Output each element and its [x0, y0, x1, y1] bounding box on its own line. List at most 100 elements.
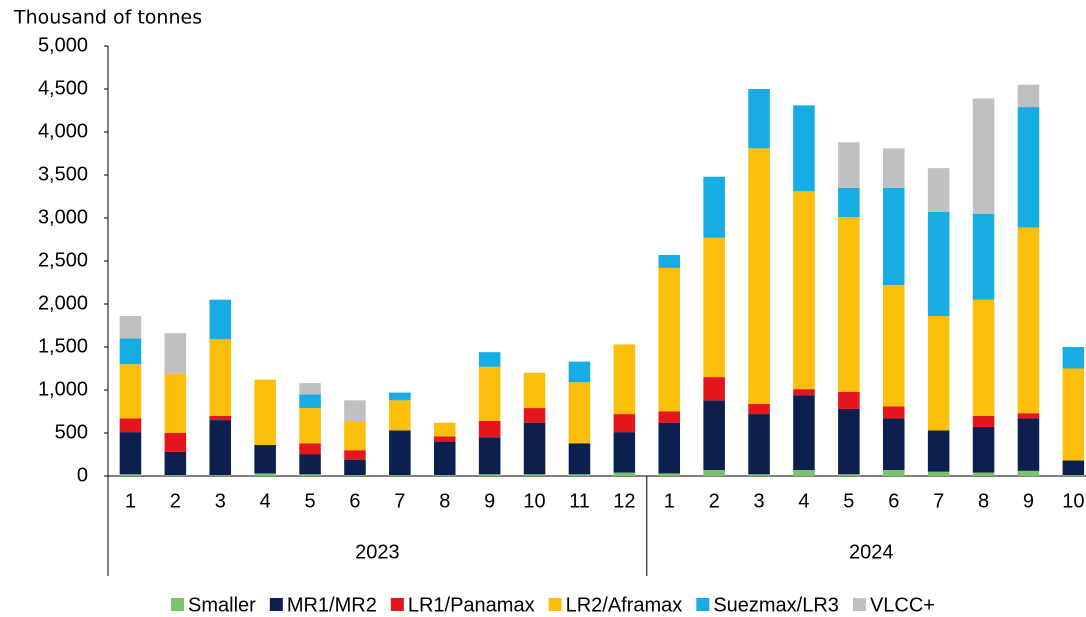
x-tick-label: 3	[753, 490, 764, 512]
bar-segment	[164, 373, 187, 433]
bar-segment	[838, 217, 860, 392]
bar-segment	[882, 148, 905, 188]
bar-segment	[299, 454, 321, 475]
legend-swatch	[852, 598, 866, 611]
x-tick-label: 12	[613, 490, 635, 512]
bar-segment	[299, 408, 321, 444]
bar-segment	[209, 299, 232, 340]
bar-segment	[972, 415, 995, 427]
bar-segment	[164, 333, 187, 374]
legend-swatch	[696, 598, 710, 611]
x-tick-label: 5	[843, 490, 854, 512]
y-tick-label: 500	[55, 421, 88, 443]
bar-segment	[344, 459, 366, 476]
legend-swatch	[269, 598, 283, 611]
bar-segment	[164, 475, 187, 476]
x-tick-label: 6	[349, 490, 360, 512]
bar-segment	[433, 441, 456, 476]
legend-label: LR2/Aframax	[566, 594, 683, 616]
bar-segment	[748, 148, 770, 404]
bar-segment	[478, 366, 501, 421]
bar-segment	[972, 213, 995, 300]
bar-segment	[748, 414, 770, 475]
y-tick-label: 2,500	[38, 249, 88, 271]
bar-segment	[613, 432, 636, 473]
bar-segment	[703, 237, 725, 378]
bar-segment	[478, 420, 501, 438]
x-tick-label: 4	[798, 490, 809, 512]
bar-segment	[972, 299, 995, 416]
bar-segment	[433, 436, 456, 442]
x-tick-label: 9	[1023, 490, 1034, 512]
bar-segment	[209, 415, 232, 421]
bar-segment	[1062, 368, 1085, 461]
bar-segment	[793, 105, 815, 192]
y-tick-label: 0	[77, 464, 88, 486]
x-tick-label: 3	[215, 490, 226, 512]
bar-segment	[927, 316, 950, 431]
bar-segment	[838, 408, 860, 475]
bar-segment	[523, 408, 546, 423]
bar-segment	[119, 338, 142, 365]
y-axis-label: Thousand of tonnes	[13, 7, 202, 29]
bar-segment	[1062, 475, 1085, 476]
x-tick-label: 1	[125, 490, 136, 512]
x-tick-label: 1	[664, 490, 675, 512]
x-tick-label: 10	[1062, 490, 1084, 512]
bar-segment	[838, 142, 860, 188]
x-tick-label: 4	[260, 490, 271, 512]
bar-segment	[703, 377, 725, 401]
bar-segment	[838, 391, 860, 409]
bar-segment	[254, 473, 276, 476]
bar-segment	[793, 469, 815, 476]
bar-segment	[389, 430, 411, 476]
x-tick-label: 2	[170, 490, 181, 512]
y-tick-label: 4,000	[38, 120, 88, 142]
bar-segment	[209, 339, 232, 416]
bar-segment	[1017, 418, 1040, 471]
bar-segment	[389, 475, 411, 476]
bar-segment	[748, 474, 770, 476]
x-tick-label: 8	[439, 490, 450, 512]
bar-segment	[433, 422, 456, 437]
bar-segment	[838, 187, 860, 218]
bar-segment	[389, 400, 411, 431]
x-tick-label: 5	[304, 490, 315, 512]
bar-segment	[613, 344, 636, 415]
x-tick-label: 7	[933, 490, 944, 512]
x-tick-label: 11	[569, 490, 590, 512]
y-tick-label: 1,000	[38, 378, 88, 400]
bar-segment	[927, 168, 950, 212]
bar-segment	[119, 474, 142, 476]
bar-segment	[254, 379, 276, 446]
bar-segment	[793, 389, 815, 396]
bar-segment	[254, 445, 276, 474]
bar-segment	[164, 451, 187, 476]
x-group-label: 2023	[355, 541, 400, 563]
bar-segment	[344, 420, 366, 451]
x-tick-label: 10	[523, 490, 545, 512]
bar-segment	[344, 450, 366, 460]
bar-segment	[927, 430, 950, 472]
y-tick-label: 5,000	[38, 34, 88, 56]
bar-segment	[658, 254, 681, 268]
x-tick-label: 6	[888, 490, 899, 512]
bar-segment	[164, 433, 187, 452]
bar-segment	[927, 211, 950, 317]
bar-segment	[703, 469, 725, 476]
bar-segment	[658, 473, 681, 476]
bar-segment	[613, 414, 636, 433]
legend-swatch	[548, 598, 562, 611]
bar-segment	[523, 372, 546, 409]
bar-segment	[703, 400, 725, 470]
bar-segment	[119, 432, 142, 475]
legend-label: Suezmax/LR3	[713, 594, 839, 616]
bar-segment	[1017, 227, 1040, 414]
x-tick-label: 8	[978, 490, 989, 512]
legend-swatch	[171, 598, 185, 611]
bar-segment	[748, 89, 770, 149]
bar-segment	[1017, 84, 1040, 108]
bar-segment	[523, 422, 546, 475]
x-tick-label: 9	[484, 490, 495, 512]
